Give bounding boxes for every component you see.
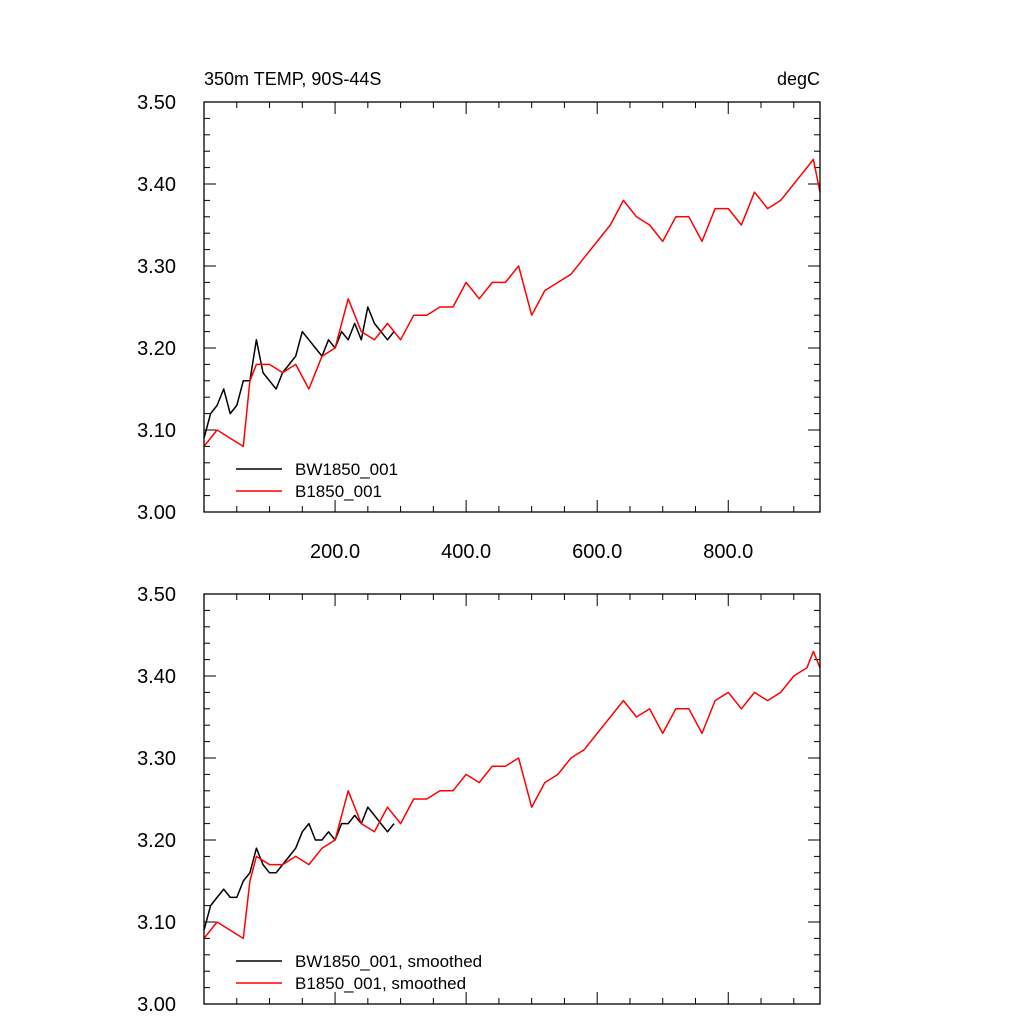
legend-label-b1850-smoothed: B1850_001, smoothed bbox=[295, 974, 466, 993]
y-tick-label: 3.00 bbox=[137, 994, 176, 1016]
y-tick-label: 3.10 bbox=[137, 912, 176, 934]
legend-label-bw1850: BW1850_001 bbox=[295, 460, 398, 479]
series-line-b1850-001 bbox=[203, 158, 821, 448]
y-tick-label: 3.10 bbox=[137, 420, 176, 442]
y-tick-label: 3.20 bbox=[137, 830, 176, 852]
legend: BW1850_001, smoothed B1850_001, smoothed bbox=[236, 952, 482, 993]
x-tick-label: 400.0 bbox=[441, 541, 491, 563]
series-line-bw1850-001 bbox=[203, 306, 395, 439]
series-line-bw1850-001-smoothed bbox=[203, 806, 395, 931]
y-tick-label: 3.50 bbox=[137, 92, 176, 114]
top-panel: 3.00 3.10 3.20 3.30 3.40 3.50 200.0 400.… bbox=[137, 92, 821, 563]
plot-frame bbox=[203, 101, 821, 513]
plot-frame bbox=[203, 593, 821, 1005]
x-tick-label: 600.0 bbox=[572, 541, 622, 563]
bottom-panel: 3.00 3.10 3.20 3.30 3.40 3.50 BW1850_001… bbox=[137, 584, 821, 1016]
legend: BW1850_001 B1850_001 bbox=[236, 460, 398, 501]
chart-title: 350m TEMP, 90S-44S bbox=[204, 69, 381, 89]
y-tick-label: 3.00 bbox=[137, 502, 176, 524]
y-tick-label: 3.30 bbox=[137, 256, 176, 278]
legend-label-b1850: B1850_001 bbox=[295, 482, 382, 501]
y-tick-label: 3.40 bbox=[137, 666, 176, 688]
units-label: degC bbox=[777, 69, 820, 89]
y-tick-label: 3.20 bbox=[137, 338, 176, 360]
y-tick-label: 3.50 bbox=[137, 584, 176, 606]
y-tick-label: 3.40 bbox=[137, 174, 176, 196]
x-tick-label: 800.0 bbox=[703, 541, 753, 563]
y-tick-label: 3.30 bbox=[137, 748, 176, 770]
series-line-b1850-001-smoothed bbox=[203, 650, 821, 940]
x-tick-label: 200.0 bbox=[310, 541, 360, 563]
legend-label-bw1850-smoothed: BW1850_001, smoothed bbox=[295, 952, 482, 971]
